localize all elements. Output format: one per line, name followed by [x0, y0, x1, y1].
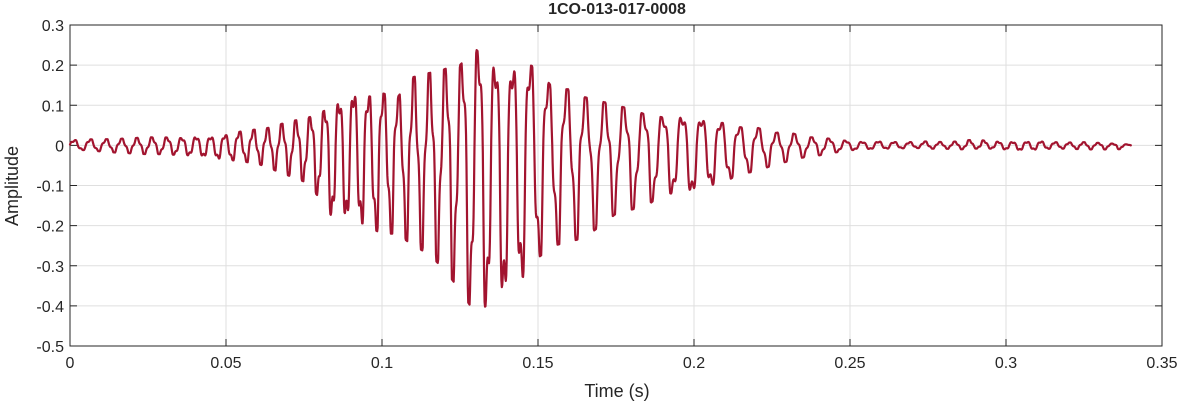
y-tick-label: -0.1 [36, 179, 64, 196]
x-tick-labels: 0 0.05 0.1 0.15 0.2 0.25 0.3 0.35 [66, 355, 1178, 372]
y-tick-label: 0.3 [42, 18, 64, 35]
x-tick-label: 0.05 [210, 355, 241, 372]
x-tick-label: 0.3 [995, 355, 1017, 372]
y-tick-label: -0.5 [36, 339, 64, 356]
x-tick-label: 0.2 [683, 355, 705, 372]
y-tick-label: 0 [55, 138, 64, 155]
plot-area [68, 49, 1132, 308]
chart-title: 1CO-013-017-0008 [548, 1, 686, 18]
y-tick-label: -0.2 [36, 219, 64, 236]
y-tick-label: 0.2 [42, 58, 64, 75]
y-tick-labels: -0.5 -0.4 -0.3 -0.2 -0.1 0 0.1 0.2 0.3 [36, 18, 64, 356]
x-tick-label: 0 [66, 355, 75, 372]
x-tick-label: 0.1 [371, 355, 393, 372]
y-tick-label: -0.4 [36, 299, 64, 316]
x-tick-label: 0.25 [834, 355, 865, 372]
x-axis-label: Time (s) [584, 381, 649, 401]
y-axis-label: Amplitude [2, 146, 22, 226]
y-tick-label: 0.1 [42, 98, 64, 115]
waveform-line [68, 49, 1132, 308]
x-tick-label: 0.35 [1146, 355, 1177, 372]
x-tick-label: 0.15 [522, 355, 553, 372]
tick-marks [69, 24, 1163, 347]
y-tick-label: -0.3 [36, 259, 64, 276]
